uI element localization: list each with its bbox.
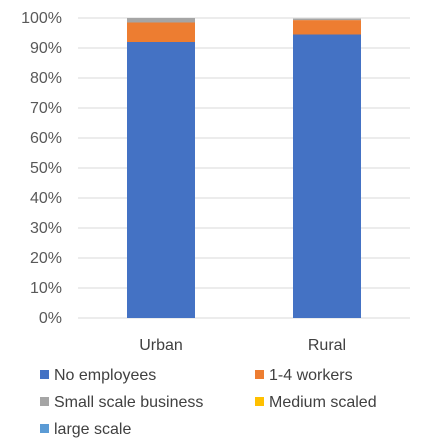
y-tick-label: 0%	[39, 310, 62, 327]
legend-swatch	[40, 424, 49, 433]
y-tick-label: 80%	[30, 70, 62, 87]
x-category-label: Rural	[308, 337, 346, 354]
legend-label: 1-4 workers	[269, 367, 353, 384]
y-tick-label: 10%	[30, 280, 62, 297]
y-axis-tick-labels: 0% 10% 20% 30% 40% 50% 60% 70% 80% 90% 100%	[21, 10, 62, 327]
legend-swatch	[255, 370, 264, 379]
bar-segment	[127, 42, 195, 318]
x-axis-category-labels: Urban Rural	[139, 337, 346, 354]
legend-swatch	[40, 370, 49, 379]
y-tick-label: 100%	[21, 10, 62, 27]
legend: No employees 1-4 workers Small scale busin…	[40, 367, 377, 438]
legend-label: large scale	[54, 421, 131, 438]
bar-segment	[293, 20, 361, 35]
legend-label: Medium scaled	[269, 394, 377, 411]
y-tick-label: 70%	[30, 100, 62, 117]
y-tick-label: 40%	[30, 190, 62, 207]
legend-swatch	[255, 397, 264, 406]
y-tick-label: 60%	[30, 130, 62, 147]
bars	[127, 18, 361, 318]
y-tick-label: 90%	[30, 40, 62, 57]
legend-swatch	[40, 397, 49, 406]
y-tick-label: 20%	[30, 250, 62, 267]
y-tick-label: 30%	[30, 220, 62, 237]
bar-segment	[127, 22, 195, 42]
y-tick-label: 50%	[30, 160, 62, 177]
bar-segment	[293, 18, 361, 21]
bar-segment	[293, 34, 361, 318]
bar-segment	[127, 18, 195, 23]
legend-label: Small scale business	[54, 394, 203, 411]
x-category-label: Urban	[139, 337, 183, 354]
legend-label: No employees	[54, 367, 156, 384]
